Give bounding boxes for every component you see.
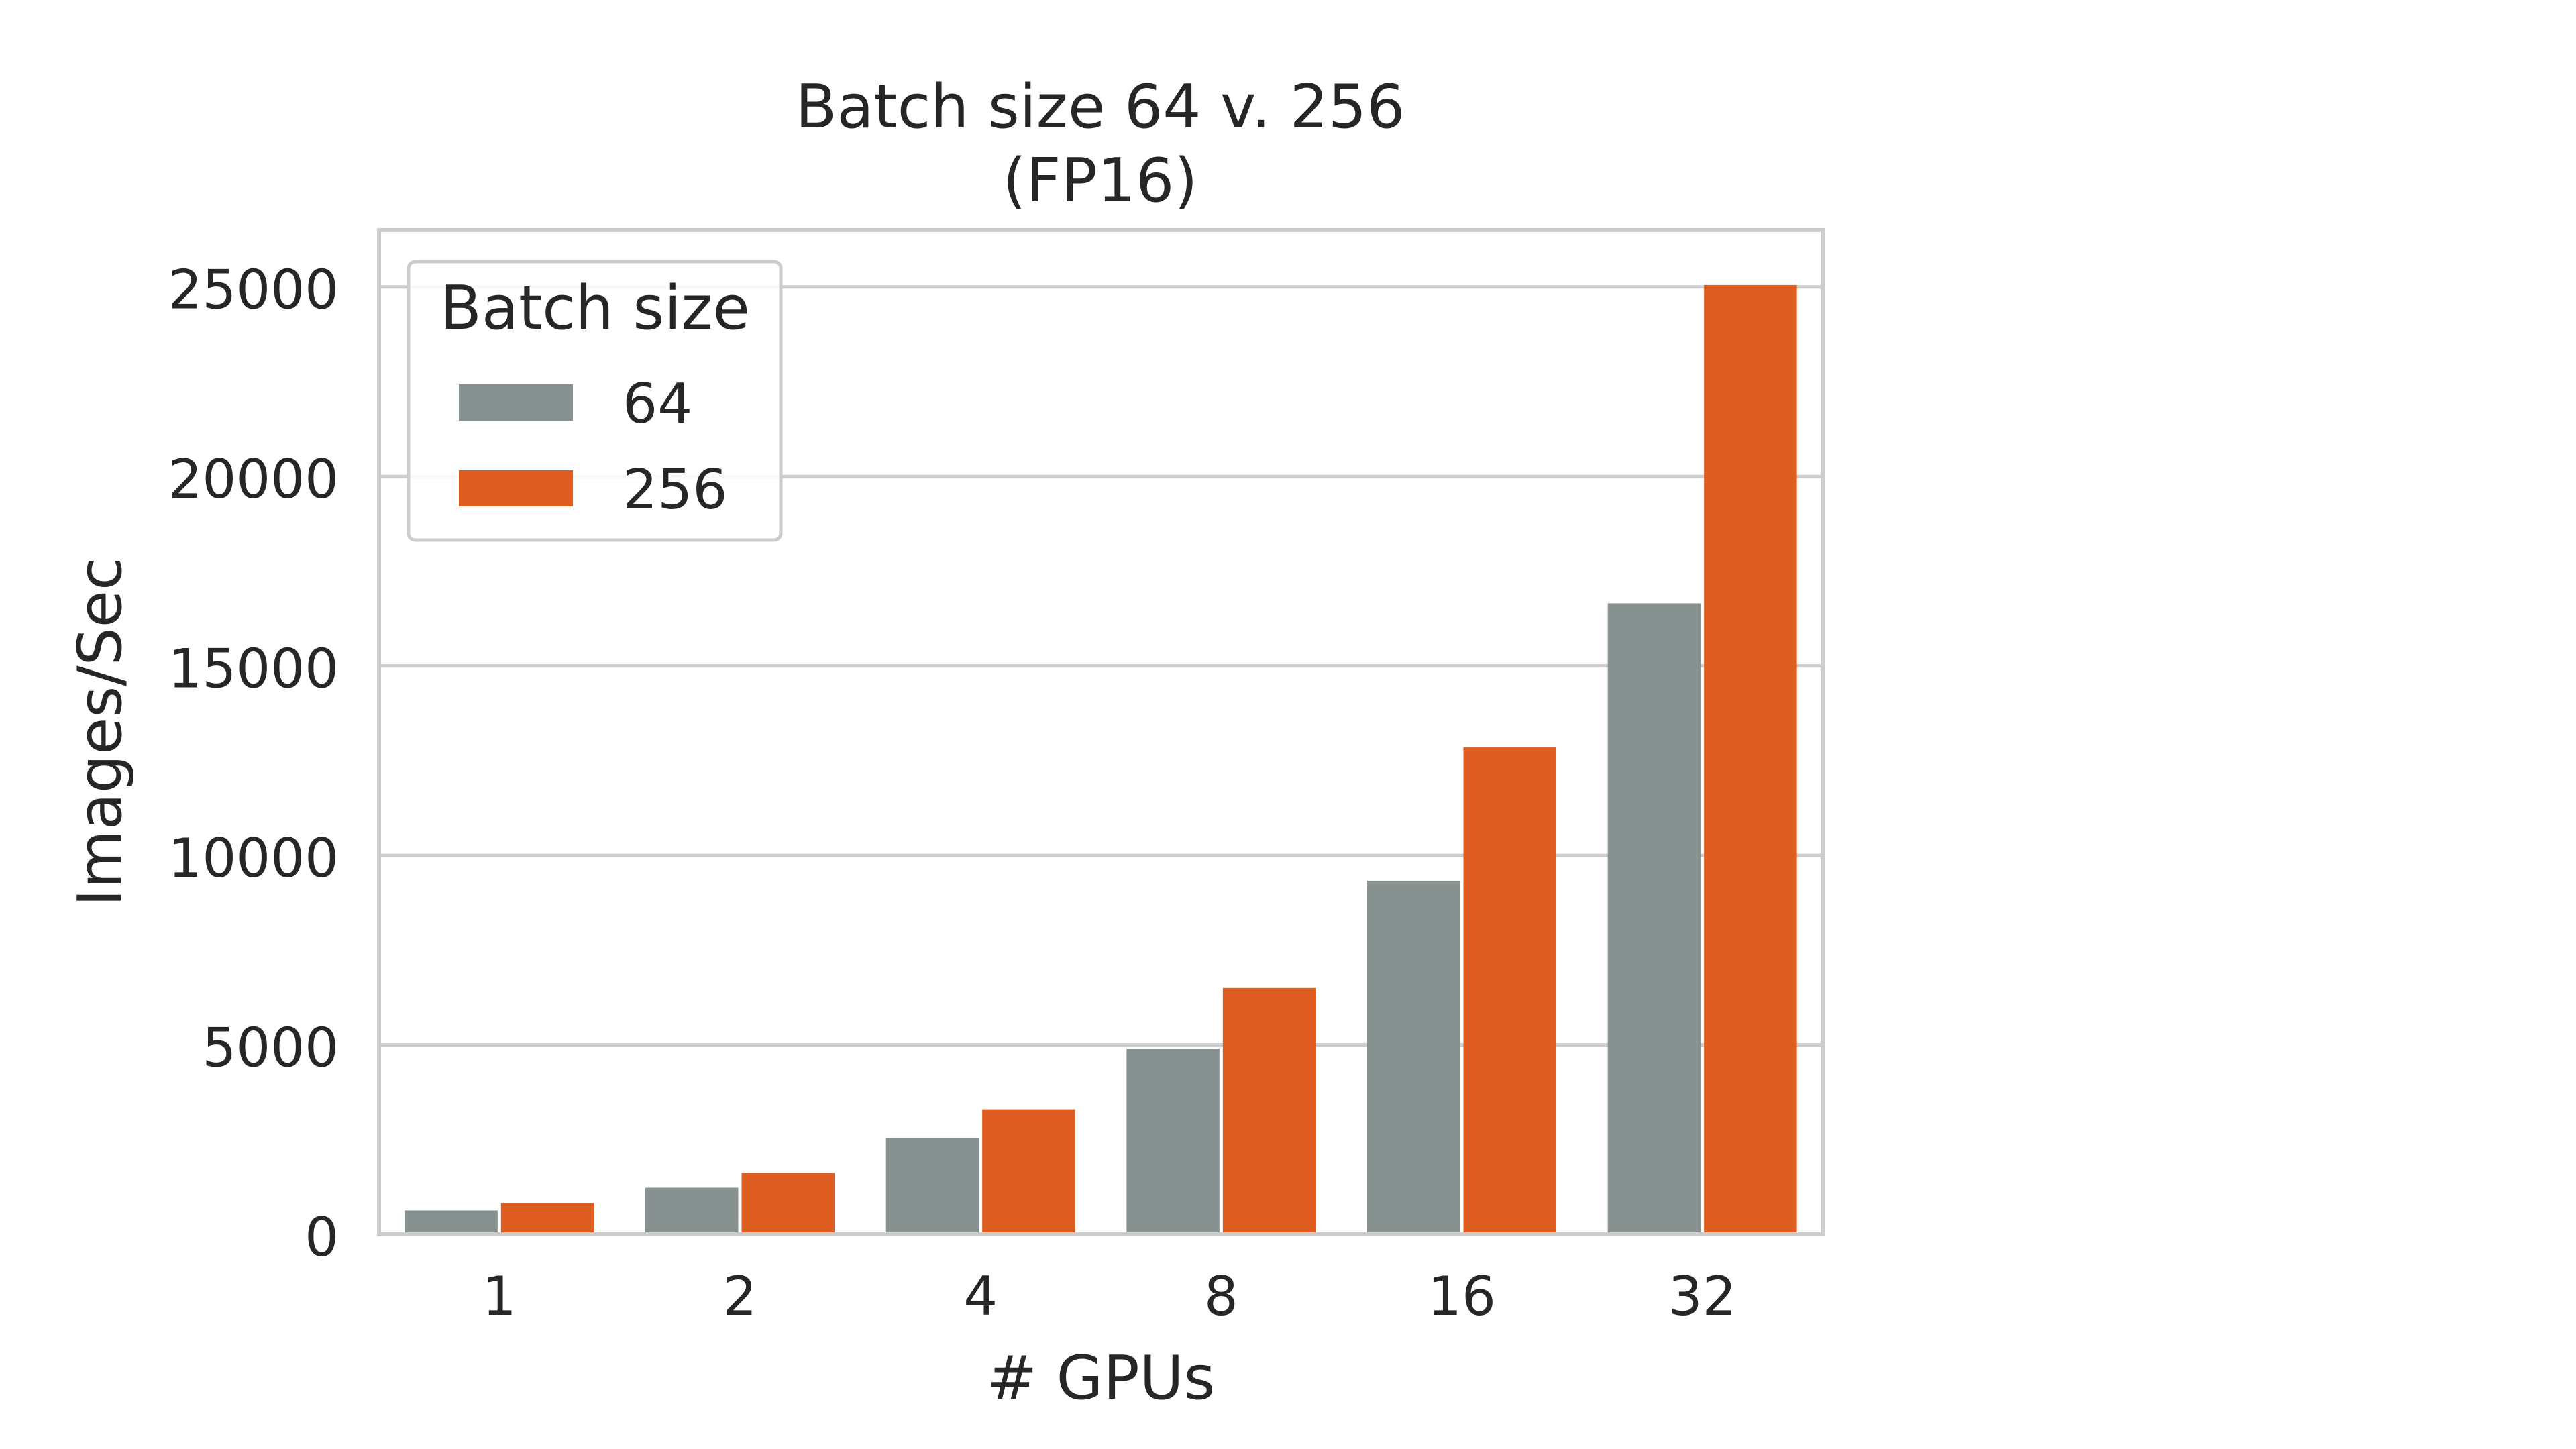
x-tick-label: 2: [723, 1265, 757, 1328]
legend-swatch-256: [459, 470, 573, 506]
plot-frame: [377, 228, 1825, 1236]
bar-64-gpus-32: [1607, 603, 1701, 1234]
x-tick-label: 32: [1668, 1265, 1737, 1328]
y-axis: 0 5000 10000 15000 20000 25000: [168, 259, 339, 1269]
chart-title: Batch size 64 v. 256: [796, 72, 1405, 142]
bar-256-gpus-4: [982, 1109, 1075, 1234]
x-tick-label: 4: [963, 1265, 998, 1328]
x-axis-label: # GPUs: [987, 1343, 1216, 1413]
bar-64-gpus-16: [1367, 880, 1460, 1234]
bar-64-gpus-1: [405, 1210, 498, 1234]
bar-256-gpus-32: [1704, 284, 1797, 1234]
legend-label-64: 64: [623, 372, 692, 436]
legend-swatch-64: [459, 384, 573, 421]
bar-64-gpus-2: [645, 1187, 739, 1234]
x-tick-label: 16: [1428, 1265, 1496, 1328]
y-tick-label: 15000: [168, 638, 339, 700]
bar-256-gpus-2: [741, 1173, 835, 1234]
bar-256-gpus-1: [500, 1203, 594, 1234]
x-tick-label: 8: [1204, 1265, 1238, 1328]
y-tick-label: 10000: [168, 827, 339, 890]
bar-256-gpus-16: [1463, 747, 1556, 1234]
y-tick-label: 20000: [168, 448, 339, 511]
legend-label-256: 256: [623, 458, 728, 522]
y-tick-label: 0: [305, 1206, 339, 1269]
y-tick-label: 25000: [168, 259, 339, 321]
bar-256-gpus-8: [1222, 987, 1316, 1234]
bar-64-gpus-4: [885, 1137, 979, 1234]
x-tick-label: 1: [482, 1265, 517, 1328]
bar-64-gpus-8: [1126, 1049, 1220, 1234]
bars: [405, 284, 1797, 1234]
y-tick-label: 5000: [202, 1017, 339, 1079]
chart-subtitle: (FP16): [1003, 146, 1198, 216]
y-axis-label: Images/Sec: [65, 557, 136, 906]
legend-title: Batch size: [440, 273, 750, 343]
x-axis: 1 2 4 8 16 32: [482, 1265, 1737, 1328]
